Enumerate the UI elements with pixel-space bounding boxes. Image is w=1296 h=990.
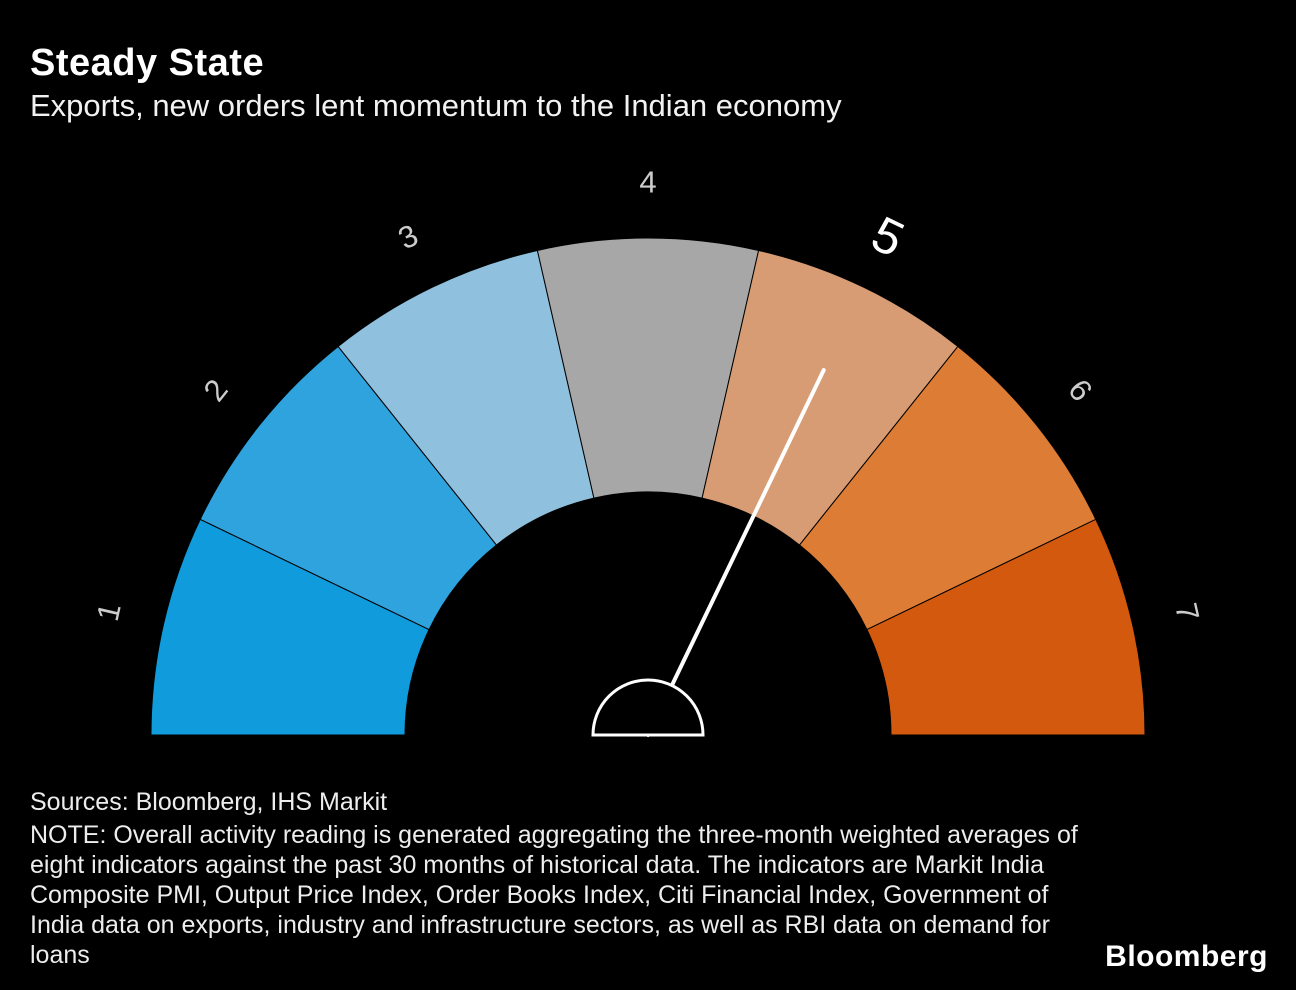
gauge-scale-label-1: 1 xyxy=(90,600,128,625)
gauge-needle xyxy=(646,368,826,737)
gauge-scale-label-5: 5 xyxy=(863,205,912,268)
gauge-scale-label-3: 3 xyxy=(393,217,424,256)
gauge-scale-label-2: 2 xyxy=(197,373,235,408)
chart-title: Steady State xyxy=(30,42,265,84)
bloomberg-logo: Bloomberg xyxy=(1105,940,1268,973)
chart-subtitle: Exports, new orders lent momentum to the… xyxy=(30,88,842,123)
note-text: NOTE: Overall activity reading is genera… xyxy=(30,821,1078,969)
gauge-segment-7 xyxy=(866,518,1146,736)
gauge-scale-label-7: 7 xyxy=(1168,600,1206,625)
gauge-scale-label-6: 6 xyxy=(1061,373,1099,408)
source-line: Sources: Bloomberg, IHS Markit xyxy=(30,788,388,816)
gauge-hub xyxy=(591,678,705,737)
gauge-scale-label-4: 4 xyxy=(639,165,656,200)
